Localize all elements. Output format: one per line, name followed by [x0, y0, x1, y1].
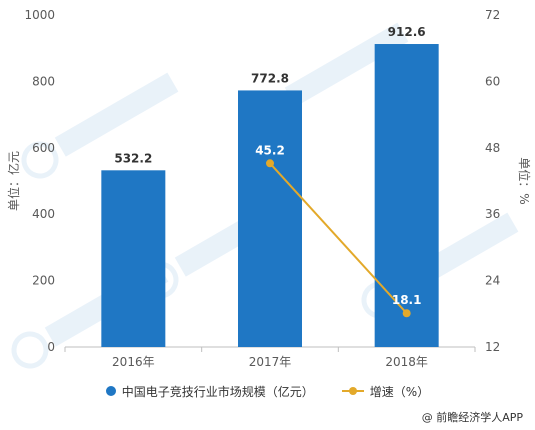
legend-line-swatch — [341, 386, 364, 396]
bar — [101, 170, 166, 347]
y-right-tick-label: 72 — [485, 8, 500, 22]
y-right-tick-label: 12 — [485, 340, 500, 354]
growth-point — [402, 309, 411, 318]
legend-item-growth[interactable]: 增速（%） — [341, 383, 430, 400]
legend: 中国电子竞技行业市场规模（亿元） 增速（%） — [0, 380, 535, 402]
source-credit: @ 前瞻经济学人APP — [421, 411, 523, 424]
growth-value-label: 18.1 — [392, 293, 422, 307]
x-tick-label: 2018年 — [385, 355, 428, 369]
y-left-tick-label: 0 — [47, 340, 55, 354]
marks-group: 532.2 772.8 912.6 45.2 18.1 — [101, 25, 439, 348]
y-left-tick-label: 400 — [32, 207, 55, 221]
bar — [238, 90, 302, 348]
watermark-logo — [21, 72, 179, 179]
growth-value-label: 45.2 — [255, 143, 285, 157]
x-tick-label: 2016年 — [112, 355, 155, 369]
y-left-tick-label: 800 — [32, 74, 55, 88]
legend-bar-swatch — [105, 386, 116, 396]
y-left-axis-title: 单位：亿元 — [6, 151, 21, 211]
y-left-tick-label: 600 — [32, 141, 55, 155]
bar-value-label: 532.2 — [114, 151, 152, 165]
bar-value-label: 912.6 — [388, 25, 426, 39]
y-right-axis-title: 单位：% — [517, 157, 532, 204]
bar-value-label: 772.8 — [251, 71, 289, 85]
x-tick-label: 2017年 — [249, 355, 292, 369]
growth-line — [269, 162, 408, 314]
y-left-tick-label: 200 — [32, 274, 55, 288]
legend-label-growth: 增速（%） — [369, 384, 430, 399]
legend-item-market-size[interactable]: 中国电子竞技行业市场规模（亿元） — [105, 383, 314, 400]
y-right-tick-label: 36 — [485, 207, 500, 221]
y-right-tick-label: 60 — [485, 74, 500, 88]
y-right-tick-label: 48 — [485, 141, 500, 155]
y-right-tick-label: 24 — [485, 274, 500, 288]
growth-point — [266, 159, 274, 168]
legend-label-market-size: 中国电子竞技行业市场规模（亿元） — [121, 384, 314, 399]
y-left-tick-label: 1000 — [24, 8, 55, 22]
bar — [374, 44, 439, 348]
